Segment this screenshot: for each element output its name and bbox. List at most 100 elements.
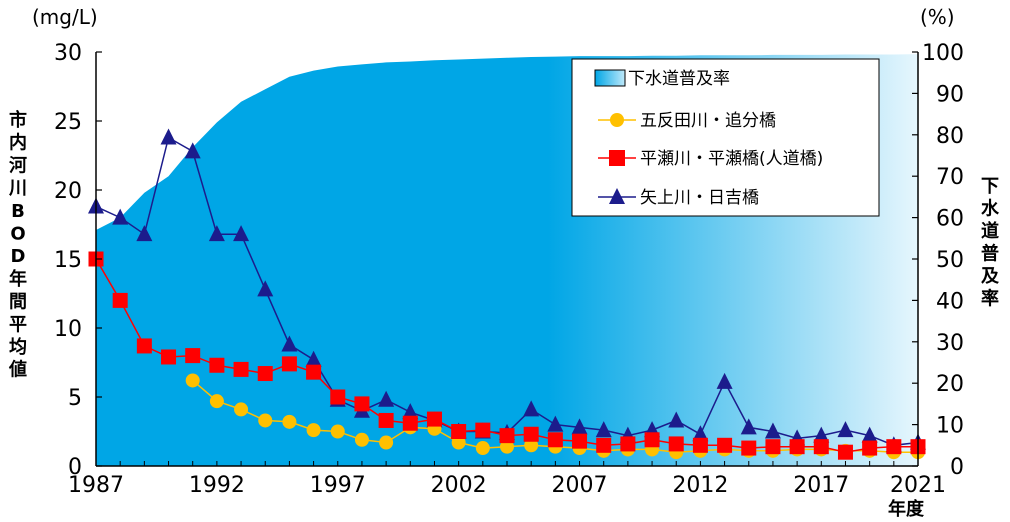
right-tick-label-100: 100 (922, 41, 964, 66)
marker-2-2015 (765, 439, 780, 454)
legend-label-yagami: 矢上川・日吉橋 (640, 188, 759, 208)
left-tick-label-15: 15 (54, 248, 82, 273)
left-axis-label-char-4: B (11, 201, 25, 222)
marker-1-1999 (379, 436, 393, 450)
marker-1-1991 (186, 373, 200, 387)
left-axis-label-char-10: 均 (9, 336, 27, 358)
legend-swatch-coverage (595, 70, 625, 86)
x-tick-label-2012: 2012 (672, 473, 728, 498)
marker-2-2002 (451, 424, 466, 439)
legend-label-coverage: 下水道普及率 (628, 69, 730, 89)
marker-2-2018 (838, 445, 853, 460)
marker-1-1996 (307, 423, 321, 437)
legend-marker-gotanda (610, 113, 624, 127)
marker-2-2014 (741, 441, 756, 456)
legend-label-gotanda: 五反田川・追分橋 (640, 111, 776, 131)
marker-1-1995 (282, 415, 296, 429)
x-tick-label-2002: 2002 (431, 473, 487, 498)
marker-2-1993 (234, 362, 249, 377)
x-tick-label-1987: 1987 (68, 473, 124, 498)
marker-1-1994 (258, 413, 272, 427)
right-axis-label-char-2: 道 (981, 220, 999, 242)
marker-2-2017 (814, 439, 829, 454)
marker-2-1997 (330, 390, 345, 405)
left-axis-label-char-0: 市 (9, 109, 27, 131)
left-axis-label-char-2: 河 (9, 155, 27, 176)
left-axis-label-char-9: 平 (9, 314, 27, 335)
marker-2-2010 (645, 432, 660, 447)
marker-2-2012 (693, 438, 708, 453)
right-tick-label-90: 90 (936, 82, 964, 107)
left-tick-label-5: 5 (68, 386, 82, 411)
marker-2-2005 (524, 427, 539, 442)
x-tick-label-2007: 2007 (552, 473, 608, 498)
marker-2-1994 (258, 366, 273, 381)
marker-2-2008 (596, 438, 611, 453)
right-tick-label-70: 70 (936, 165, 964, 190)
marker-3-1990 (161, 129, 177, 145)
marker-2-1992 (209, 358, 224, 373)
marker-2-2000 (403, 416, 418, 431)
marker-1-2003 (476, 441, 490, 455)
marker-2-1991 (185, 348, 200, 363)
left-axis-label-char-5: O (10, 224, 25, 245)
right-tick-label-0: 0 (950, 455, 964, 480)
right-tick-label-80: 80 (936, 124, 964, 149)
marker-2-2004 (500, 428, 515, 443)
marker-2-2007 (572, 434, 587, 449)
marker-2-2013 (717, 438, 732, 453)
right-axis-unit: (%) (920, 5, 955, 29)
x-axis-title: 年度 (888, 498, 925, 520)
marker-2-1996 (306, 365, 321, 380)
legend-label-hirase: 平瀬川・平瀬橋(人道橋) (640, 149, 823, 169)
right-tick-label-50: 50 (936, 248, 964, 273)
marker-2-1995 (282, 356, 297, 371)
x-tick-label-1992: 1992 (189, 473, 245, 498)
marker-2-1990 (161, 349, 176, 364)
marker-1-1998 (355, 433, 369, 447)
right-axis-label-char-3: 普 (981, 243, 999, 265)
marker-2-2019 (862, 441, 877, 456)
marker-2-1989 (137, 338, 152, 353)
left-tick-label-30: 30 (54, 41, 82, 66)
right-tick-label-20: 20 (936, 372, 964, 397)
x-tick-label-2021: 2021 (890, 473, 946, 498)
marker-2-2001 (427, 412, 442, 427)
marker-2-2009 (620, 436, 635, 451)
marker-2-2016 (790, 439, 805, 454)
right-tick-label-10: 10 (936, 414, 964, 439)
left-tick-label-25: 25 (54, 110, 82, 135)
marker-2-2003 (475, 423, 490, 438)
left-axis-label-char-8: 間 (9, 292, 27, 313)
left-tick-label-20: 20 (54, 179, 82, 204)
right-tick-label-40: 40 (936, 289, 964, 314)
left-axis-label-char-3: 川 (8, 178, 27, 199)
marker-2-1999 (379, 413, 394, 428)
marker-1-1992 (210, 394, 224, 408)
marker-2-1998 (354, 396, 369, 411)
left-tick-label-10: 10 (54, 317, 82, 342)
right-axis-label-char-4: 及 (981, 266, 1000, 287)
marker-2-2006 (548, 432, 563, 447)
marker-2-2011 (669, 436, 684, 451)
x-tick-label-1997: 1997 (310, 473, 366, 498)
left-axis-label-char-11: 値 (8, 359, 27, 381)
marker-2-1988 (113, 293, 128, 308)
marker-1-1997 (331, 425, 345, 439)
x-tick-label-2017: 2017 (793, 473, 849, 498)
left-axis-label-char-6: D (11, 246, 26, 267)
left-axis-unit: (mg/L) (32, 5, 98, 29)
legend-marker-hirase (609, 150, 625, 166)
right-tick-label-60: 60 (936, 207, 964, 232)
left-axis-label-char-7: 年 (9, 268, 27, 290)
right-axis-label-char-0: 下 (981, 176, 999, 197)
marker-2-2020 (886, 439, 901, 454)
legend: 下水道普及率 五反田川・追分橋 平瀬川・平瀬橋(人道橋) 矢上川・日吉橋 (572, 59, 879, 216)
right-axis-label: 下水道普及率 (981, 176, 1000, 310)
left-axis-label-char-1: 内 (9, 132, 27, 154)
marker-1-1993 (234, 402, 248, 416)
right-axis-label-char-1: 水 (981, 198, 1000, 220)
right-axis-label-char-5: 率 (981, 288, 999, 310)
